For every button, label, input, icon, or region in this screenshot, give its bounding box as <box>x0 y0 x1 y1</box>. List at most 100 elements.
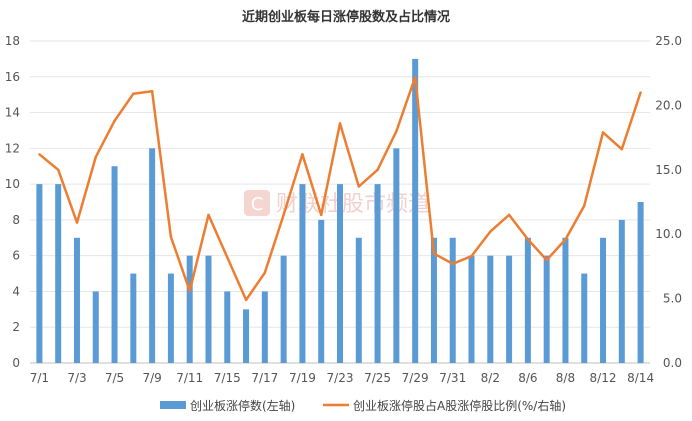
legend: 创业板涨停数(左轴) 创业板涨停股占A股涨停股比例(%/右轴) <box>160 398 566 413</box>
bar <box>430 237 437 363</box>
x-tick-label: 7/3 <box>67 371 86 385</box>
bar <box>600 237 607 363</box>
y-right-tick-label: 25.0 <box>655 34 682 48</box>
bar <box>637 202 644 363</box>
bar <box>205 255 212 363</box>
y-left-tick-label: 18 <box>5 34 20 48</box>
line-point <box>94 155 97 159</box>
x-tick-label: 7/25 <box>364 371 391 385</box>
x-tick-label: 8/14 <box>627 371 654 385</box>
bar <box>318 219 325 363</box>
x-tick-label: 7/17 <box>251 371 278 385</box>
bar <box>261 291 268 363</box>
bar <box>337 184 343 363</box>
bar <box>299 184 306 363</box>
x-tick-label: 7/19 <box>289 371 316 385</box>
line-point <box>113 119 116 123</box>
y-right-tick-label: 20.0 <box>655 98 682 112</box>
line-point <box>395 129 398 133</box>
watermark-text: 财联社股市频道 <box>276 192 430 217</box>
line-point <box>75 221 79 224</box>
x-tick-label: 7/15 <box>214 371 241 385</box>
line-point <box>226 256 229 259</box>
x-tick-label: 7/23 <box>327 371 354 385</box>
watermark-logo-glyph: C <box>251 194 264 215</box>
y-left-tick-label: 2 <box>12 320 20 334</box>
bar <box>224 291 231 363</box>
line-point <box>639 91 642 94</box>
bar <box>130 273 137 363</box>
line-point <box>620 147 624 151</box>
y-right-tick-label: 5.0 <box>663 292 682 306</box>
y-left-tick-label: 4 <box>12 284 20 298</box>
x-tick-label: 7/9 <box>142 371 161 385</box>
line-point <box>188 289 191 293</box>
line-point <box>244 298 248 302</box>
watermark-logo-icon <box>244 190 270 216</box>
y-right-tick-label: 10.0 <box>655 227 682 241</box>
y-axis-right: 0.0 5.0 10.0 15.0 20.0 25.0 <box>655 34 682 370</box>
bar <box>111 166 118 363</box>
line-point <box>150 90 154 93</box>
bar <box>449 237 456 363</box>
line-series <box>38 75 642 302</box>
legend-bar-swatch <box>160 401 186 409</box>
line-point <box>38 153 41 156</box>
line-point <box>357 185 360 188</box>
line-point <box>56 168 60 171</box>
y-left-tick-label: 16 <box>5 70 20 84</box>
x-tick-label: 8/12 <box>590 371 617 385</box>
y-right-tick-label: 15.0 <box>655 163 682 177</box>
line-point <box>301 153 304 156</box>
y-left-tick-label: 10 <box>5 177 20 191</box>
x-tick-label: 8/8 <box>556 371 575 385</box>
legend-bar-label: 创业板涨停数(左轴) <box>190 398 295 413</box>
line-point <box>207 213 210 217</box>
x-tick-label: 7/5 <box>105 371 124 385</box>
x-tick-label: 7/29 <box>402 371 429 385</box>
line-point <box>320 213 323 217</box>
x-tick-label: 7/11 <box>176 371 203 385</box>
x-tick-label: 8/6 <box>518 371 537 385</box>
bar <box>280 255 287 363</box>
bar <box>355 237 362 363</box>
y-left-tick-label: 6 <box>12 249 20 263</box>
bar <box>543 255 550 363</box>
x-tick-label: 8/2 <box>481 371 500 385</box>
bar <box>412 58 419 364</box>
bar <box>374 184 381 363</box>
bar <box>243 309 250 363</box>
line-point <box>413 75 417 79</box>
bar <box>186 255 193 363</box>
bar <box>92 291 99 363</box>
y-left-tick-label: 8 <box>12 213 20 227</box>
bar <box>468 255 475 363</box>
line-point <box>169 235 173 238</box>
bar <box>149 148 156 363</box>
line-point <box>507 213 511 217</box>
bar-series <box>36 58 644 364</box>
bar <box>524 237 531 363</box>
line-point <box>282 213 285 217</box>
line-point <box>132 92 135 96</box>
y-left-tick-label: 0 <box>12 356 20 370</box>
bar <box>487 255 494 363</box>
line-point <box>470 254 473 258</box>
y-axis-left: 0 2 4 6 8 10 12 14 16 18 <box>5 34 20 370</box>
y-left-tick-label: 12 <box>5 141 20 155</box>
line-point <box>263 271 267 275</box>
bar <box>167 273 174 363</box>
line-point <box>601 131 605 134</box>
line-point <box>338 122 342 125</box>
legend-line-label: 创业板涨停股占A股涨停股比例(%/右轴) <box>353 398 566 413</box>
line-point <box>526 238 530 241</box>
chart-title: 近期创业板每日涨停股数及占比情况 <box>242 9 450 25</box>
y-left-tick-label: 14 <box>5 106 20 120</box>
line-point <box>545 258 548 262</box>
line-point <box>451 262 454 266</box>
bar <box>393 148 400 363</box>
bar <box>506 255 513 363</box>
x-axis: 7/1 7/3 7/5 7/9 7/11 7/15 7/17 7/19 7/23 7/25 7/29… <box>30 371 654 385</box>
bar <box>562 237 569 363</box>
